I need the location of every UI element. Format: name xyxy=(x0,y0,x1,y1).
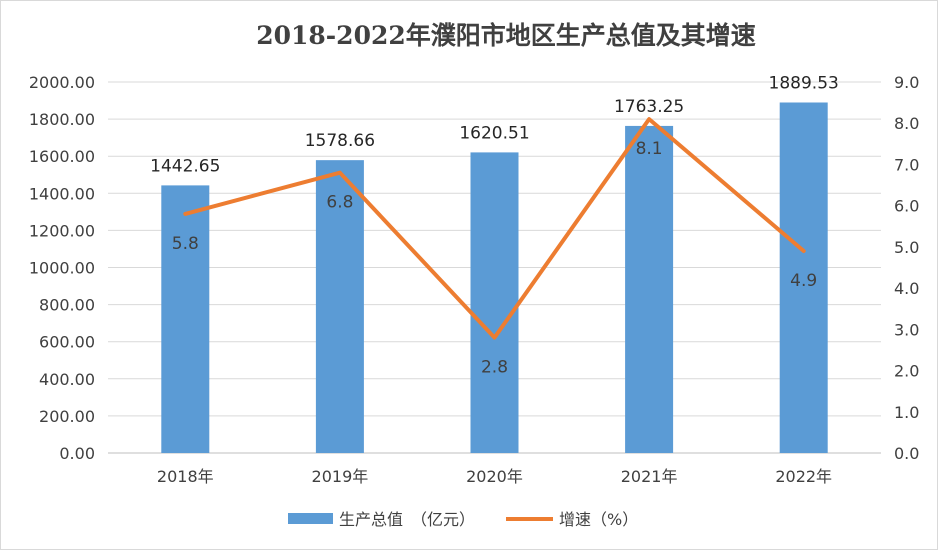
category-label: 2022年 xyxy=(775,467,832,486)
left-tick-label: 1600.00 xyxy=(29,147,95,166)
left-axis: 0.00 200.00 400.00 600.00 800.00 1000.00 1200.… xyxy=(29,73,95,463)
right-tick-label: 5.0 xyxy=(894,238,919,257)
legend-bar-label: 生产总值 （亿元） xyxy=(339,510,475,529)
left-tick-label: 800.00 xyxy=(39,296,95,315)
right-tick-label: 0.0 xyxy=(894,444,919,463)
bar-data-label: 1578.66 xyxy=(305,131,375,151)
right-tick-label: 4.0 xyxy=(894,279,919,298)
right-tick-label: 8.0 xyxy=(894,114,919,133)
bar xyxy=(161,185,210,453)
right-tick-label: 9.0 xyxy=(894,73,919,92)
line-series xyxy=(183,117,806,340)
left-tick-label: 0.00 xyxy=(59,444,95,463)
line-data-label: 4.9 xyxy=(790,271,817,291)
left-tick-label: 1800.00 xyxy=(29,110,95,129)
left-tick-label: 1200.00 xyxy=(29,221,95,240)
right-tick-label: 7.0 xyxy=(894,155,919,174)
line-data-label: 5.8 xyxy=(172,234,199,254)
bar-data-label: 1620.51 xyxy=(459,123,529,143)
left-tick-label: 400.00 xyxy=(39,370,95,389)
left-tick-label: 2000.00 xyxy=(29,73,95,92)
left-tick-label: 200.00 xyxy=(39,407,95,426)
left-tick-label: 600.00 xyxy=(39,333,95,352)
category-label: 2018年 xyxy=(157,467,214,486)
right-tick-label: 1.0 xyxy=(894,403,919,422)
chart-title: 2018-2022年濮阳市地区生产总值及其增速 xyxy=(256,21,756,50)
right-tick-label: 3.0 xyxy=(894,320,919,339)
left-tick-label: 1400.00 xyxy=(29,184,95,203)
left-tick-label: 1000.00 xyxy=(29,259,95,278)
category-label: 2021年 xyxy=(621,467,678,486)
line-data-label: 2.8 xyxy=(481,358,508,378)
bar-data-label: 1889.53 xyxy=(769,73,839,93)
bar xyxy=(779,102,828,453)
right-axis: 0.0 1.0 2.0 3.0 4.0 5.0 6.0 7.0 8.0 9.0 xyxy=(894,73,919,463)
legend: 生产总值 （亿元） 增速（%） xyxy=(288,510,638,529)
bar xyxy=(470,152,519,454)
line-data-label: 6.8 xyxy=(326,193,353,213)
growth-line xyxy=(183,117,806,340)
right-tick-label: 2.0 xyxy=(894,362,919,381)
right-tick-label: 6.0 xyxy=(894,197,919,216)
line-data-label: 8.1 xyxy=(636,139,663,159)
data-labels: 1442.65 1578.66 1620.51 1763.25 1889.53 5.8 6.… xyxy=(150,73,839,377)
bar xyxy=(625,125,674,454)
category-label: 2019年 xyxy=(312,467,369,486)
legend-bar-swatch xyxy=(288,513,333,524)
bar xyxy=(315,160,364,453)
bar-data-label: 1442.65 xyxy=(150,156,220,176)
category-label: 2020年 xyxy=(466,467,523,486)
category-axis: 2018年 2019年 2020年 2021年 2022年 xyxy=(157,467,832,486)
bar-data-label: 1763.25 xyxy=(614,97,684,117)
bar-series xyxy=(161,102,828,454)
legend-line-label: 增速（%） xyxy=(559,510,638,529)
